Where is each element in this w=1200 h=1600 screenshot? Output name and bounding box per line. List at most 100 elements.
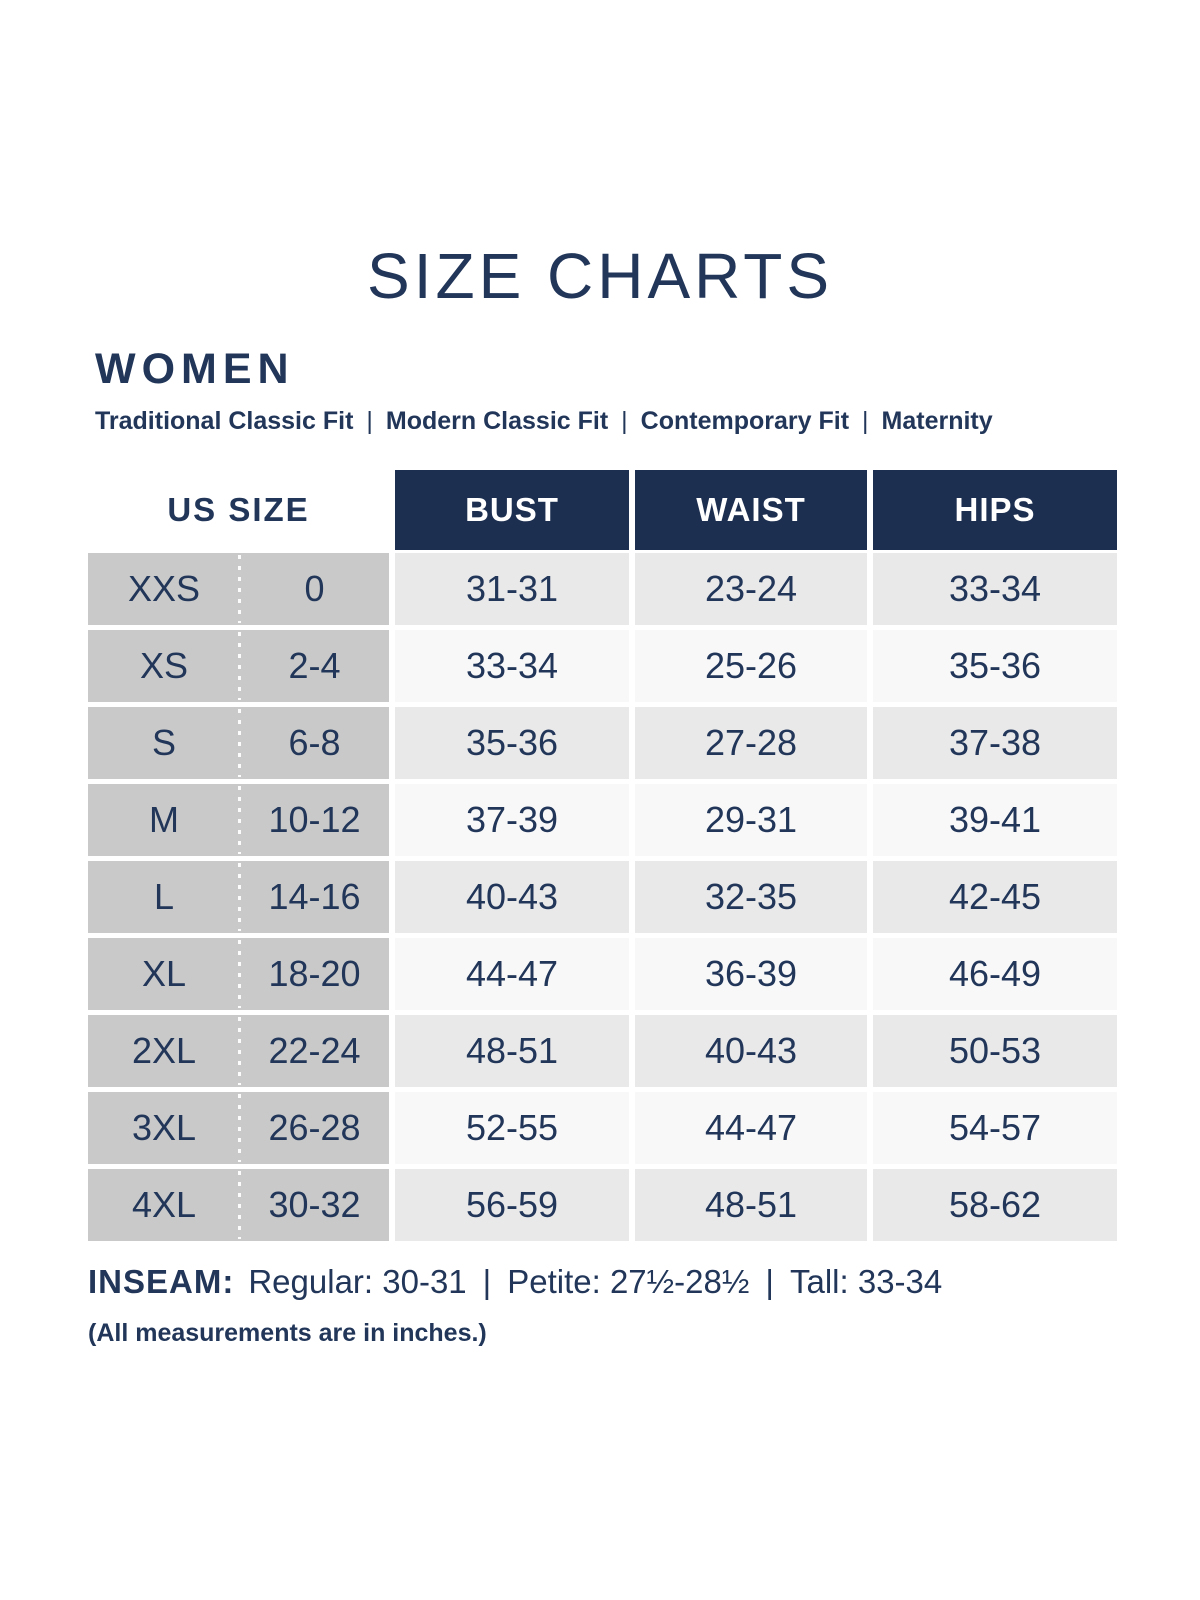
hips-value: 33-34	[948, 568, 1042, 610]
bust-cell: 37-39	[395, 784, 629, 857]
size-label: XS	[139, 645, 189, 687]
hips-cell: 54-57	[873, 1092, 1117, 1165]
table-row: 2XL 22-24 48-51 40-43 50-53	[88, 1015, 1117, 1088]
size-label: 3XL	[131, 1107, 197, 1149]
hips-value: 58-62	[948, 1184, 1042, 1226]
waist-value: 27-28	[704, 722, 798, 764]
bust-cell: 52-55	[395, 1092, 629, 1165]
us-size-header: US SIZE	[167, 491, 310, 529]
bust-value: 52-55	[465, 1107, 559, 1149]
fit-separator: |	[862, 407, 869, 436]
bust-cell: 35-36	[395, 707, 629, 780]
us-size-cell: XL 18-20	[88, 938, 389, 1011]
bust-header: BUST	[395, 470, 629, 551]
us-size-cell: S 6-8	[88, 707, 389, 780]
bust-cell: 31-31	[395, 553, 629, 626]
bust-value: 33-34	[465, 645, 559, 687]
bust-value: 35-36	[465, 722, 559, 764]
section-heading-women: WOMEN	[95, 345, 295, 394]
waist-cell: 44-47	[635, 1092, 867, 1165]
us-size-value: 6-8	[288, 722, 341, 764]
hips-value: 39-41	[948, 799, 1042, 841]
bust-value: 44-47	[465, 953, 559, 995]
bust-cell: 44-47	[395, 938, 629, 1011]
size-label: 2XL	[131, 1030, 197, 1072]
waist-value: 25-26	[704, 645, 798, 687]
us-size-value: 0	[304, 568, 325, 610]
hips-cell: 46-49	[873, 938, 1117, 1011]
table-row: S 6-8 35-36 27-28 37-38	[88, 707, 1117, 780]
size-label: 4XL	[131, 1184, 197, 1226]
hips-value: 54-57	[948, 1107, 1042, 1149]
hips-header: HIPS	[873, 470, 1117, 551]
hips-value: 35-36	[948, 645, 1042, 687]
waist-cell: 36-39	[635, 938, 867, 1011]
us-size-cell: 2XL 22-24	[88, 1015, 389, 1088]
bust-value: 31-31	[465, 568, 559, 610]
us-size-cell: 4XL 30-32	[88, 1169, 389, 1242]
us-size-value: 14-16	[268, 876, 361, 918]
size-table-header: US SIZE BUST WAIST HIPS	[88, 470, 1117, 551]
fit-option: Maternity	[881, 407, 993, 436]
size-label: XL	[141, 953, 187, 995]
bust-value: 37-39	[465, 799, 559, 841]
us-size-cell: L 14-16	[88, 861, 389, 934]
table-row: XL 18-20 44-47 36-39 46-49	[88, 938, 1117, 1011]
size-table-body: XXS 0 31-31 23-24 33-34 XS 2-4 33-34 25-…	[88, 553, 1117, 1242]
waist-value: 36-39	[704, 953, 798, 995]
hips-value: 50-53	[948, 1030, 1042, 1072]
waist-value: 23-24	[704, 568, 798, 610]
size-label: S	[151, 722, 176, 764]
bust-cell: 40-43	[395, 861, 629, 934]
fit-options-line: Traditional Classic Fit | Modern Classic F…	[95, 406, 1200, 436]
us-size-cell: XXS 0	[88, 553, 389, 626]
inseam-entries: Regular: 30-31 | Petite: 27½-28½ | Tall: 33-…	[248, 1263, 942, 1300]
table-row: XXS 0 31-31 23-24 33-34	[88, 553, 1117, 626]
table-row: 4XL 30-32 56-59 48-51 58-62	[88, 1169, 1117, 1242]
us-size-value: 30-32	[268, 1184, 361, 1226]
waist-cell: 25-26	[635, 630, 867, 703]
hips-cell: 50-53	[873, 1015, 1117, 1088]
size-label: L	[153, 876, 175, 918]
fit-option: Contemporary Fit	[640, 407, 850, 436]
bust-value: 48-51	[465, 1030, 559, 1072]
hips-cell: 39-41	[873, 784, 1117, 857]
us-size-value: 26-28	[268, 1107, 361, 1149]
fit-option: Traditional Classic Fit	[95, 407, 354, 436]
inseam-separator: |	[765, 1263, 774, 1301]
table-row: 3XL 26-28 52-55 44-47 54-57	[88, 1092, 1117, 1165]
table-row: XS 2-4 33-34 25-26 35-36	[88, 630, 1117, 703]
waist-cell: 40-43	[635, 1015, 867, 1088]
bust-value: 56-59	[465, 1184, 559, 1226]
inseam-label: INSEAM:	[88, 1263, 235, 1301]
page-title: SIZE CHARTS	[367, 240, 833, 312]
inseam-separator: |	[482, 1263, 492, 1301]
table-row: M 10-12 37-39 29-31 39-41	[88, 784, 1117, 857]
fit-separator: |	[366, 407, 373, 436]
waist-value: 48-51	[704, 1184, 798, 1226]
bust-cell: 48-51	[395, 1015, 629, 1088]
waist-cell: 27-28	[635, 707, 867, 780]
waist-cell: 48-51	[635, 1169, 867, 1242]
fit-separator: |	[621, 407, 628, 436]
waist-value: 29-31	[704, 799, 798, 841]
hips-value: 37-38	[948, 722, 1042, 764]
hips-cell: 37-38	[873, 707, 1117, 780]
size-label: M	[149, 799, 179, 841]
waist-value: 40-43	[704, 1030, 798, 1072]
us-size-cell: XS 2-4	[88, 630, 389, 703]
hips-value: 46-49	[948, 953, 1042, 995]
bust-cell: 56-59	[395, 1169, 629, 1242]
hips-cell: 35-36	[873, 630, 1117, 703]
us-size-value: 2-4	[288, 645, 341, 687]
measurements-footnote: (All measurements are in inches.)	[88, 1319, 487, 1348]
waist-header: WAIST	[635, 470, 867, 551]
size-table: US SIZE BUST WAIST HIPS XXS 0 31-31 23-2…	[88, 470, 1117, 1242]
hips-value: 42-45	[948, 876, 1042, 918]
table-row: L 14-16 40-43 32-35 42-45	[88, 861, 1117, 934]
waist-value: 44-47	[704, 1107, 798, 1149]
hips-cell: 42-45	[873, 861, 1117, 934]
inseam-entry: Tall: 33-34	[789, 1263, 943, 1301]
waist-cell: 29-31	[635, 784, 867, 857]
